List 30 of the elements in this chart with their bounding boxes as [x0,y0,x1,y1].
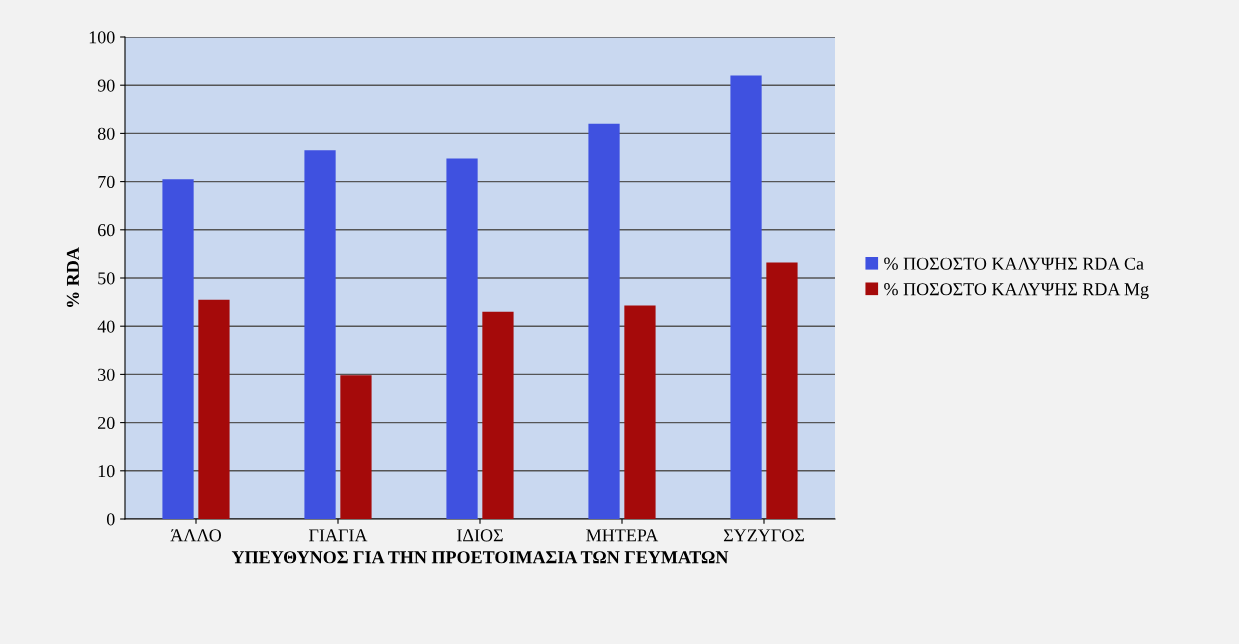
x-axis-title: ΥΠΕΥΘΥΝΟΣ ΓΙΑ ΤΗΝ ΠΡΟΕΤΟΙΜΑΣΙΑ ΤΩΝ ΓΕΥΜΑΤΩΝ [231,551,729,564]
y-tick-label: 100 [89,31,115,44]
x-tick-label: ΓΙΑΓΙΑ [309,529,368,542]
bar [730,75,762,519]
legend-label: % ΠΟΣΟΣΤΟ ΚΑΛΥΨΗΣ RDA Mg [884,283,1149,300]
y-tick-label: 30 [98,368,115,381]
x-tick-label: ΜΗΤΕΡΑ [586,529,659,542]
legend-label: % ΠΟΣΟΣΤΟ ΚΑΛΥΨΗΣ RDA Ca [884,257,1144,270]
y-tick-label: 60 [98,224,115,237]
y-tick-label: 80 [97,127,115,140]
x-tick-label: ΣΥΖΥΓΟΣ [723,529,804,542]
bar [340,375,372,519]
bar [162,179,194,519]
bar [304,150,336,519]
x-tick-label: ΆΛΛΟ [170,529,222,542]
y-tick-label: 50 [98,272,115,285]
bar [588,123,620,519]
y-tick-label: 70 [98,175,115,189]
bar [766,262,798,519]
x-tick-label: ΙΔΙΟΣ [457,529,503,542]
y-tick-label: 0 [106,513,115,526]
y-tick-label: 40 [97,320,115,333]
bar [446,158,478,519]
bar [624,305,656,519]
bar [482,311,514,519]
y-tick-label: 10 [98,465,115,478]
y-tick-label: 20 [98,416,115,430]
y-axis-title: % RDA [66,247,80,307]
y-tick-label: 90 [97,79,115,92]
bar [198,299,230,519]
